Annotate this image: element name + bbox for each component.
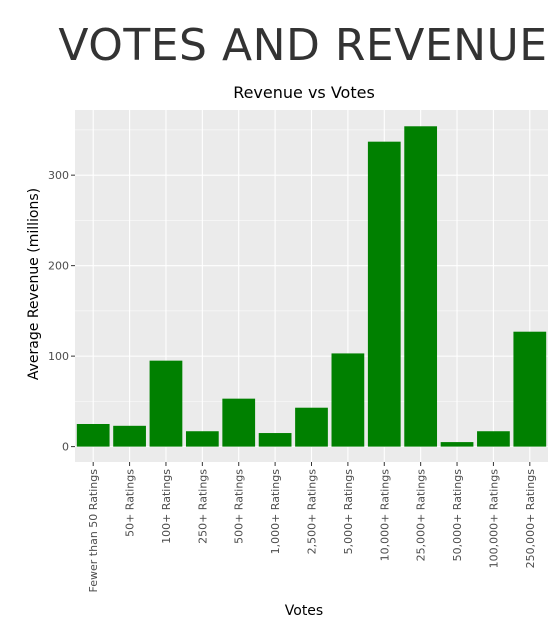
bar-10 [404, 126, 438, 447]
y-axis: 0 100 200 300 [48, 169, 75, 454]
bar-4 [185, 431, 219, 447]
x-tick-label: 50,000+ Ratings [451, 469, 464, 562]
x-tick-label: 250,000+ Ratings [524, 469, 537, 569]
x-tick-label: 25,000+ Ratings [415, 469, 428, 562]
bar-5 [222, 398, 256, 447]
y-tick-label: 200 [48, 260, 69, 273]
y-tick-label: 100 [48, 350, 69, 363]
x-tick-label: 100,000+ Ratings [487, 469, 500, 569]
x-tick-label: 50+ Ratings [124, 469, 137, 537]
x-tick-label: 10,000+ Ratings [378, 469, 391, 562]
y-axis-title: Average Revenue (millions) [26, 188, 42, 380]
bars [76, 126, 547, 447]
x-axis: Fewer than 50 Ratings 50+ Ratings 100+ Rat… [87, 462, 537, 592]
bar-9 [367, 141, 401, 447]
bar-7 [295, 407, 328, 447]
bar-3 [149, 360, 183, 447]
x-tick-label: 250+ Ratings [196, 469, 209, 544]
x-axis-title: Votes [285, 603, 323, 619]
bar-12 [477, 431, 510, 447]
x-tick-label: 1,000+ Ratings [269, 469, 282, 555]
bar-6 [258, 433, 292, 447]
bar-2 [113, 425, 146, 447]
y-tick-label: 0 [62, 441, 69, 454]
bar-1 [76, 423, 110, 447]
x-tick-label: 100+ Ratings [160, 469, 173, 544]
bar-11 [440, 442, 474, 447]
y-tick-label: 300 [48, 169, 69, 182]
x-tick-label: 500+ Ratings [233, 469, 246, 544]
chart-title: Revenue vs Votes [233, 83, 375, 102]
bar-8 [331, 353, 365, 447]
bar-13 [513, 331, 547, 447]
x-tick-label: Fewer than 50 Ratings [87, 469, 100, 593]
x-tick-label: 2,500+ Ratings [306, 469, 319, 555]
page-title: VOTES AND REVENUE [58, 20, 548, 71]
x-tick-label: 5,000+ Ratings [342, 469, 355, 555]
